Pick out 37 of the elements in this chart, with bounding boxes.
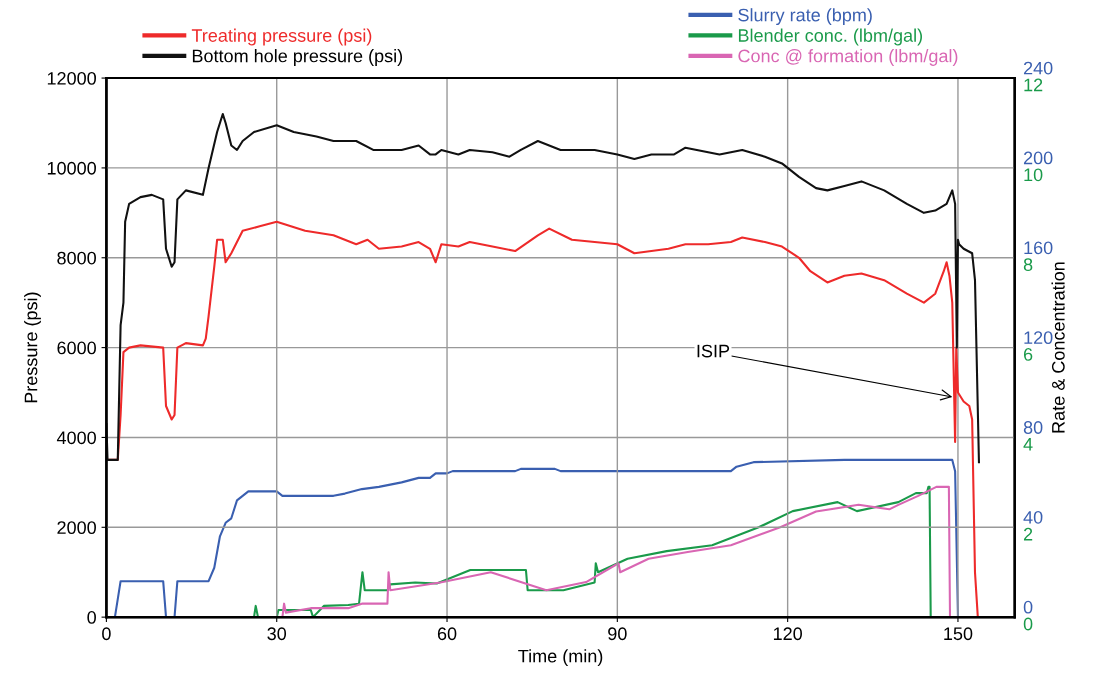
y3-tick-label: 6 — [1023, 348, 1033, 361]
y3-tick-label: 8 — [1023, 258, 1033, 272]
y-axis-title: Pressure (psi) — [24, 292, 41, 403]
y3-tick-label: 0 — [1023, 617, 1033, 631]
x-tick-label: 120 — [773, 627, 802, 641]
x-tick-label: 90 — [608, 627, 627, 641]
y-tick-label: 0 — [87, 611, 96, 624]
y2-tick-label: 0 — [1023, 600, 1033, 614]
annotation: ISIP — [697, 344, 730, 358]
y2-tick-label: 240 — [1023, 61, 1053, 75]
y-tick-label: 12000 — [47, 72, 96, 85]
y3-tick-label: 12 — [1024, 78, 1043, 92]
y2-tick-label: 40 — [1023, 510, 1043, 524]
y2-tick-label: 160 — [1024, 241, 1053, 255]
y2-axis-title: Rate & Concentration — [1051, 262, 1065, 433]
x-tick-label: 60 — [437, 627, 457, 641]
x-tick-label: 150 — [944, 627, 973, 641]
y-tick-label: 10000 — [47, 161, 96, 175]
x-tick-label: 30 — [267, 627, 287, 641]
x-tick-label: 0 — [102, 627, 111, 641]
legend-label: Bottom hole pressure (psi) — [192, 49, 403, 66]
y2-tick-label: 200 — [1023, 151, 1053, 165]
y-tick-label: 8000 — [57, 251, 96, 265]
y3-tick-label: 4 — [1023, 438, 1033, 451]
x-axis-title: Time (min) — [518, 649, 603, 667]
y3-tick-label: 10 — [1024, 168, 1043, 182]
line-series — [106, 112, 980, 464]
legend-label: Blender conc. (lbm/gal) — [738, 28, 922, 46]
y-tick-label: 4000 — [56, 431, 96, 445]
legend-label: Slurry rate (bpm) — [738, 8, 872, 25]
y2-tick-label: 80 — [1023, 421, 1043, 434]
y3-tick-label: 2 — [1023, 527, 1033, 541]
legend-label: Conc @ formation (lbm/gal) — [738, 49, 958, 66]
y-tick-label: 2000 — [57, 521, 96, 535]
y-tick-label: 6000 — [57, 341, 96, 355]
y2-tick-label: 120 — [1024, 331, 1053, 345]
legend-label: Treating pressure (psi) — [191, 28, 372, 46]
